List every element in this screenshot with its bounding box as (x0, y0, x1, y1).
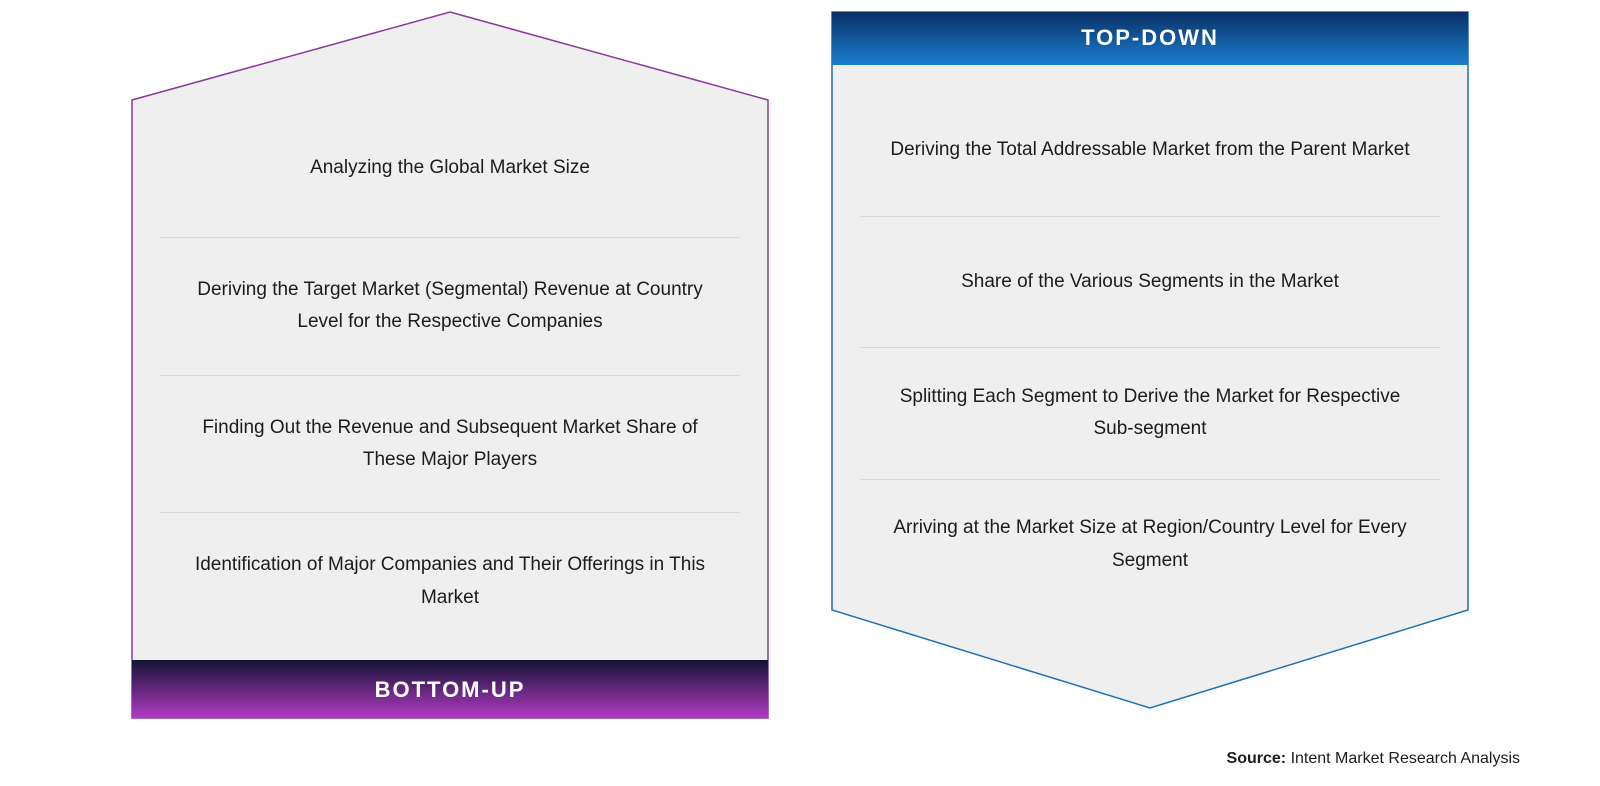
list-item: Share of the Various Segments in the Mar… (860, 216, 1440, 348)
source-prefix: Source: (1227, 750, 1287, 767)
list-item: Analyzing the Global Market Size (160, 100, 740, 237)
list-item-text: Deriving the Target Market (Segmental) R… (180, 274, 720, 339)
top-down-panel: TOP-DOWN Deriving the Total Addressable … (830, 10, 1470, 720)
bottom-up-shape: Analyzing the Global Market Size Derivin… (130, 10, 770, 720)
list-item-text: Finding Out the Revenue and Subsequent M… (180, 412, 720, 477)
top-down-shape: TOP-DOWN Deriving the Total Addressable … (830, 10, 1470, 710)
list-item: Deriving the Target Market (Segmental) R… (160, 237, 740, 375)
panels-container: Analyzing the Global Market Size Derivin… (0, 0, 1600, 720)
source-note: Source: Intent Market Research Analysis (1227, 750, 1520, 768)
bottom-up-list: Analyzing the Global Market Size Derivin… (160, 100, 740, 650)
list-item: Deriving the Total Addressable Market fr… (860, 85, 1440, 216)
list-item: Identification of Major Companies and Th… (160, 512, 740, 650)
list-item-text: Share of the Various Segments in the Mar… (961, 266, 1339, 298)
source-text: Intent Market Research Analysis (1291, 750, 1520, 767)
bottom-up-label: BOTTOM-UP (130, 660, 770, 720)
list-item-text: Arriving at the Market Size at Region/Co… (880, 512, 1420, 577)
list-item: Finding Out the Revenue and Subsequent M… (160, 375, 740, 513)
list-item-text: Analyzing the Global Market Size (310, 152, 590, 184)
list-item: Arriving at the Market Size at Region/Co… (860, 479, 1440, 611)
top-down-label: TOP-DOWN (830, 10, 1470, 65)
bottom-up-panel: Analyzing the Global Market Size Derivin… (130, 10, 770, 720)
list-item-text: Deriving the Total Addressable Market fr… (890, 134, 1409, 166)
list-item-text: Identification of Major Companies and Th… (180, 549, 720, 614)
top-down-list: Deriving the Total Addressable Market fr… (860, 85, 1440, 610)
list-item-text: Splitting Each Segment to Derive the Mar… (880, 381, 1420, 446)
list-item: Splitting Each Segment to Derive the Mar… (860, 347, 1440, 479)
